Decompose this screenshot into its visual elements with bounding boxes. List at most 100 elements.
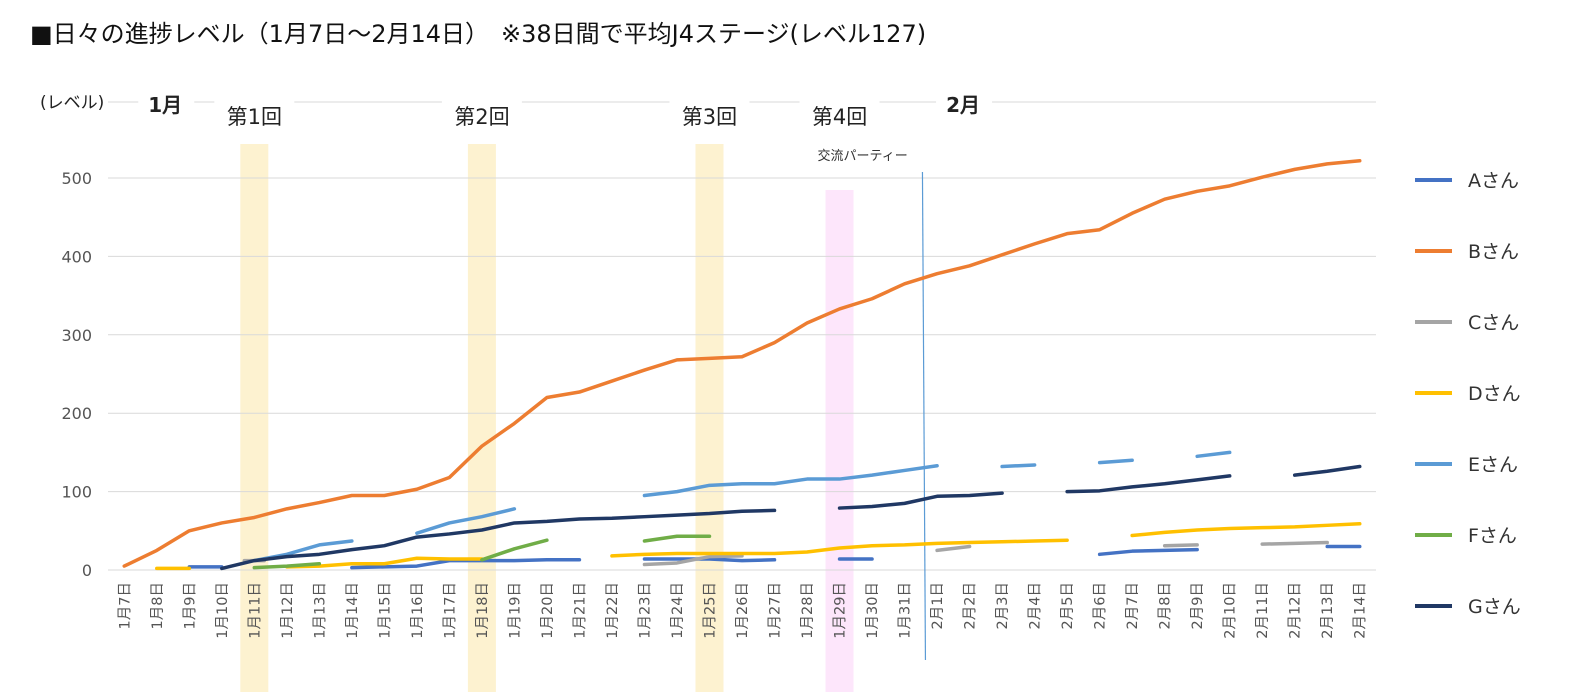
x-tick-label: 2月12日 xyxy=(1288,582,1304,639)
series-line-Gさん xyxy=(1065,474,1232,494)
y-tick-label: 400 xyxy=(61,247,92,266)
x-tick-label: 1月21日 xyxy=(572,582,588,639)
series-line-Aさん xyxy=(642,557,777,563)
series-line-Fさん xyxy=(252,561,322,570)
series-line-Eさん xyxy=(415,507,517,535)
x-tick-label: 2月3日 xyxy=(995,582,1011,629)
series-line-Gさん xyxy=(220,508,777,571)
legend-label: Gさん xyxy=(1468,596,1521,618)
x-tick-label: 1月22日 xyxy=(605,582,621,639)
x-tick-label: 1月26日 xyxy=(735,582,751,639)
legend-label: Bさん xyxy=(1468,241,1519,263)
x-tick-label: 1月8日 xyxy=(150,582,166,629)
session-label: 第2回 xyxy=(454,105,509,129)
month-labels: 1月 2月 xyxy=(138,88,993,122)
session-label: 第1回 xyxy=(227,105,282,129)
legend-label: Aさん xyxy=(1468,170,1519,192)
series-line-Dさん xyxy=(610,538,1069,558)
series-line-Cさん xyxy=(935,544,972,553)
session-note: 交流パーティー xyxy=(818,148,908,164)
series-line-Eさん xyxy=(1195,450,1232,459)
session-label-bg xyxy=(441,96,522,132)
x-tick-label: 2月13日 xyxy=(1320,582,1336,639)
month-divider xyxy=(921,171,927,661)
x-tick-label: 1月25日 xyxy=(702,582,718,639)
x-tick-label: 2月5日 xyxy=(1060,582,1076,629)
y-tick-label: 100 xyxy=(61,483,92,502)
x-tick-label: 2月4日 xyxy=(1028,582,1044,629)
legend: Aさん Bさん Cさん Dさん Eさん Fさん Gさん xyxy=(1415,170,1521,618)
x-tick-label: 1月31日 xyxy=(898,582,914,639)
divider-line xyxy=(921,171,927,661)
y-axis-label: (レベル) xyxy=(40,93,104,113)
series-line-Fさん xyxy=(480,538,549,562)
x-tick-label: 2月6日 xyxy=(1093,582,1109,629)
x-tick-label: 1月30日 xyxy=(865,582,881,639)
legend-label: Dさん xyxy=(1468,383,1521,405)
session-label: 第4回 xyxy=(812,105,867,129)
x-tick-label: 2月10日 xyxy=(1223,582,1239,639)
y-axis-ticks: 0 100 200 300 400 500 xyxy=(61,169,92,580)
series-line-Gさん xyxy=(1292,464,1362,477)
x-tick-label: 1月19日 xyxy=(507,582,523,639)
x-tick-label: 1月29日 xyxy=(833,582,849,639)
x-axis-ticks: 1月7日 1月8日 1月9日 1月10日 1月11日 1月12日 1月13日 1月14日 1月1… xyxy=(117,582,1368,639)
x-tick-label: 1月20日 xyxy=(540,582,556,639)
series-lines xyxy=(122,159,1362,571)
x-tick-label: 2月14日 xyxy=(1353,582,1369,639)
y-tick-label: 200 xyxy=(61,404,92,423)
session-bands xyxy=(240,144,854,692)
x-tick-label: 2月8日 xyxy=(1158,582,1174,629)
session-label-bg xyxy=(669,96,750,132)
y-tick-label: 0 xyxy=(82,561,92,580)
session-label: 第3回 xyxy=(682,105,737,129)
x-tick-label: 1月12日 xyxy=(280,582,296,639)
series-line-Eさん xyxy=(642,463,939,498)
x-tick-label: 2月11日 xyxy=(1255,582,1271,639)
gridlines xyxy=(108,101,1376,571)
month-label-bg xyxy=(138,88,195,122)
x-tick-label: 1月7日 xyxy=(117,582,133,629)
x-tick-label: 1月23日 xyxy=(637,582,653,639)
legend-label: Cさん xyxy=(1468,312,1519,334)
series-line-Bさん xyxy=(122,159,1362,568)
session-band-3 xyxy=(695,144,724,692)
series-line-Dさん xyxy=(1130,521,1362,538)
session-band-2 xyxy=(467,144,496,692)
x-tick-label: 1月18日 xyxy=(475,582,491,639)
month-label: 2月 xyxy=(946,93,980,117)
x-tick-label: 1月11日 xyxy=(247,582,263,639)
x-tick-label: 1月13日 xyxy=(312,582,328,639)
legend-label: Fさん xyxy=(1468,525,1517,547)
x-tick-label: 1月16日 xyxy=(410,582,426,639)
x-tick-label: 2月2日 xyxy=(963,582,979,629)
x-tick-label: 2月1日 xyxy=(930,582,946,629)
series-line-Cさん xyxy=(1162,543,1199,548)
x-tick-label: 1月17日 xyxy=(442,582,458,639)
series-line-Eさん xyxy=(1097,458,1134,465)
x-tick-label: 2月9日 xyxy=(1190,582,1206,629)
session-band-4 xyxy=(825,190,854,692)
series-line-Fさん xyxy=(642,534,712,543)
series-line-Cさん xyxy=(642,554,744,567)
month-label: 1月 xyxy=(148,93,182,117)
x-tick-label: 1月28日 xyxy=(800,582,816,639)
x-tick-label: 1月10日 xyxy=(215,582,231,639)
series-line-Eさん xyxy=(1000,463,1037,469)
series-line-Dさん xyxy=(285,556,484,569)
x-tick-label: 1月9日 xyxy=(182,582,198,629)
session-band-1 xyxy=(240,144,269,692)
x-tick-label: 1月14日 xyxy=(345,582,361,639)
x-tick-label: 1月27日 xyxy=(768,582,784,639)
series-line-Aさん xyxy=(1097,547,1199,557)
x-tick-label: 1月24日 xyxy=(670,582,686,639)
session-label-bg xyxy=(214,96,295,132)
series-line-Cさん xyxy=(1260,540,1329,546)
session-label-bg xyxy=(799,96,880,132)
legend-label: Eさん xyxy=(1468,454,1518,476)
series-line-Gさん xyxy=(837,491,1004,510)
month-label-bg xyxy=(936,88,993,122)
y-tick-label: 300 xyxy=(61,326,92,345)
